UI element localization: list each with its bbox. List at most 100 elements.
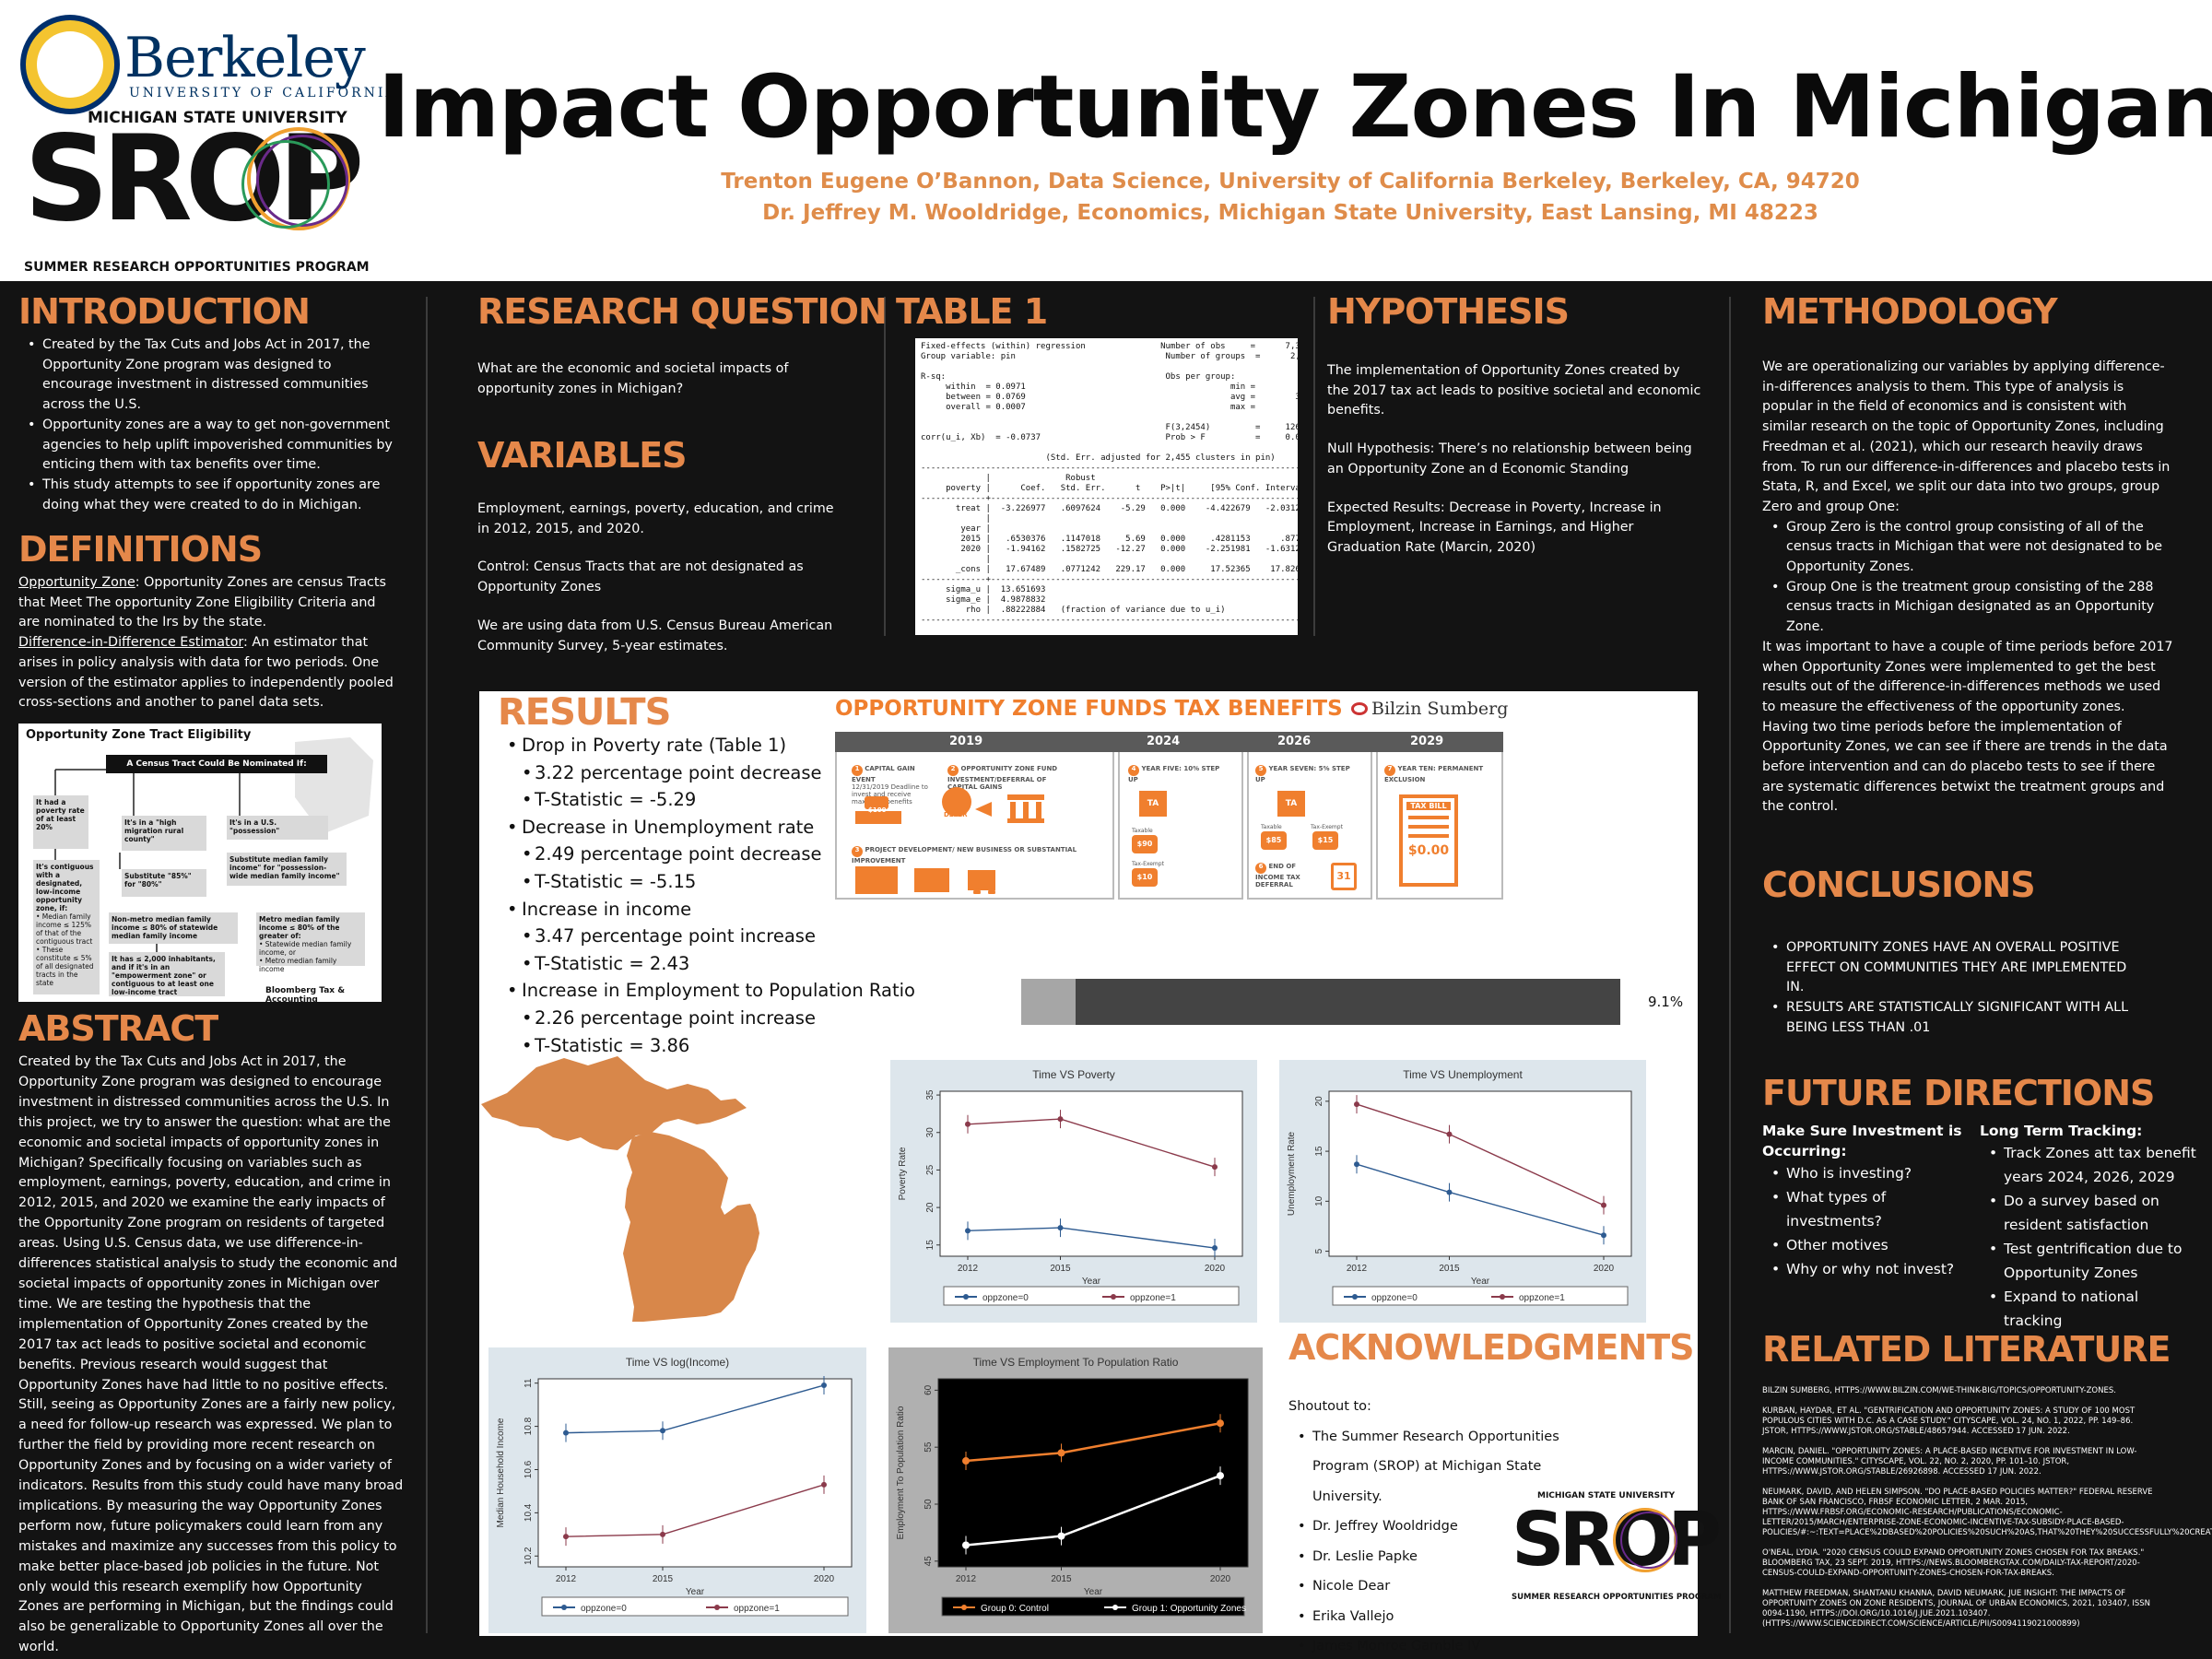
michigan-lower-peninsula [623,1132,759,1322]
x-tick-label: 2015 [653,1574,674,1584]
legend-label: oppzone=0 [982,1293,1029,1303]
value-100: $100 [868,806,887,814]
x-axis-label: Year [1471,1277,1490,1287]
value-90: $90 [1132,835,1158,853]
legend-label: Group 0: Control [981,1604,1049,1614]
future-item: Why or why not invest? [1762,1257,1965,1281]
legend-label: oppzone=0 [1371,1293,1418,1303]
author-line-2: Dr. Jeffrey M. Wooldridge, Economics, Mi… [762,201,1818,225]
y-tick-label: 35 [925,1089,935,1100]
legend-label: oppzone=1 [1519,1293,1565,1303]
legend-marker [1112,1605,1118,1610]
year-label: 2019 [949,735,983,748]
eligibility-box: Non-metro median family income ≤ 80% of … [109,912,238,944]
introduction-item: Opportunity zones are a way to get non-g… [18,416,396,476]
chart-plot-area [937,1378,1249,1568]
year-label: 2026 [1277,735,1312,748]
data-point [1354,1101,1359,1108]
chart-title: Time VS Employment To Population Ratio [973,1356,1179,1369]
y-tick-label: 60 [924,1384,934,1395]
results-list: Drop in Poverty rate (Table 1) 3.22 perc… [498,732,1014,1059]
berkeley-logo-word: Berkeley [124,26,366,90]
progress-bar-fill [1021,979,1077,1025]
y-tick-label: 5 [1314,1248,1324,1253]
chart-legend [941,1596,1245,1617]
chart-legend [943,1286,1240,1306]
hypothesis-title: HYPOTHESIS [1327,291,1570,332]
acknowledgment-item: Nicole Dear [1288,1571,1593,1602]
x-tick-label: 2012 [958,1264,979,1274]
year-label: 2024 [1147,735,1181,748]
srop-ring-icon [1620,1512,1677,1569]
table1-title: TABLE 1 [896,291,1048,332]
uc-seal-icon [20,15,120,114]
definition-text: : An estimator that arises in policy ana… [18,635,394,711]
eligibility-box: It's in a "high migration rural county" [122,816,206,851]
acknowledgments-title: ACKNOWLEDGMENTS [1288,1327,1695,1368]
x-tick-label: 2020 [1210,1574,1231,1584]
introduction-item: Created by the Tax Cuts and Jobs Act in … [18,335,396,416]
methodology-paragraph: We are operationalizing our variables by… [1762,359,2171,514]
y-axis-label: Poverty Rate [898,1147,908,1200]
legend-marker [561,1605,567,1610]
bilzin-logo: Bilzin Sumberg [1351,699,1508,719]
legend-marker [1352,1294,1358,1300]
chart-legend [1332,1286,1629,1306]
future-item: Expand to national tracking [1980,1285,2197,1333]
y-tick-label: 45 [924,1556,934,1567]
hypothesis-paragraph: Expected Results: Decrease in Poverty, I… [1327,500,1662,555]
data-point [1601,1202,1606,1208]
x-tick-label: 2020 [1205,1264,1226,1274]
future-item: Track Zones att tax benefit years 2024, … [1980,1141,2197,1189]
year-label: 2029 [1410,735,1444,748]
infographic-col-2024 [1118,752,1243,900]
x-tick-label: 2020 [814,1574,835,1584]
legend-label: oppzone=1 [734,1604,780,1614]
msu-label: MICHIGAN STATE UNIVERSITY [88,109,347,127]
acknowledgment-item: Dr. Jeffrey Wooldridge [1288,1512,1593,1542]
literature-ref: MARCIN, DANIEL. "OPPORTUNITY ZONES: A PL… [1762,1447,2137,1477]
scissors-tax-icon: TA [1277,791,1305,817]
eligibility-box: It has ≤ 2,000 inhabitants, and if it's … [109,952,225,996]
result-detail: T-Statistic = 3.86 [498,1032,1014,1060]
y-tick-label: 20 [1314,1096,1324,1107]
y-tick-label: 20 [925,1202,935,1213]
related-literature-title: RELATED LITERATURE [1762,1329,2171,1370]
y-tick-label: 50 [924,1499,934,1510]
x-tick-label: 2015 [1051,1574,1072,1584]
data-point [821,1481,827,1488]
chart-title: Time VS Poverty [1032,1068,1115,1081]
data-point [965,1228,971,1234]
abstract-body: Created by the Tax Cuts and Jobs Act in … [18,1054,404,1655]
acknowledgment-item: James Monroe Gamble IV [1288,1631,1593,1659]
definitions-body: Opportunity Zone: Opportunity Zones are … [18,573,396,713]
result-heading: Increase in Employment to Population Rat… [498,977,1014,1005]
x-tick-label: 2015 [1439,1264,1460,1274]
infographic-col-2019 [835,752,1114,900]
y-axis-label: Employment To Population Ratio [896,1406,906,1539]
data-point [1057,1116,1064,1123]
value-85: $85 [1261,831,1287,850]
eligibility-box: It had a poverty rate of at least 20% [33,795,88,849]
data-point [1057,1449,1065,1457]
label-taxable: Taxable [1261,824,1282,830]
data-point [821,1382,827,1389]
srop-ring-icon [241,140,330,229]
value-15: $15 [1312,831,1338,850]
chart-plot-area [537,1378,853,1568]
eligibility-source: Bloomberg Tax & Accounting [265,986,346,1002]
hypothesis-body: The implementation of Opportunity Zones … [1327,361,1705,559]
legend-marker [714,1605,720,1610]
legend-label: oppzone=0 [581,1604,627,1614]
srop-subtitle: SUMMER RESEARCH OPPORTUNITIES PROGRAM [24,260,370,275]
variables-title: VARIABLES [477,435,688,476]
methodology-item: Group One is the treatment group consist… [1762,578,2173,638]
column-divider [1313,297,1315,636]
progress-label: 9.1% [1648,994,1684,1010]
legend-label: oppzone=1 [1130,1293,1176,1303]
data-point [563,1430,569,1436]
future-item: What types of investments? [1762,1185,1965,1233]
eligibility-title: Opportunity Zone Tract Eligibility [26,728,252,742]
results-panel: RESULTS Drop in Poverty rate (Table 1) 3… [479,691,1722,1659]
step-project: 3 PROJECT DEVELOPMENT/ NEW BUSINESS OR S… [852,846,1077,865]
